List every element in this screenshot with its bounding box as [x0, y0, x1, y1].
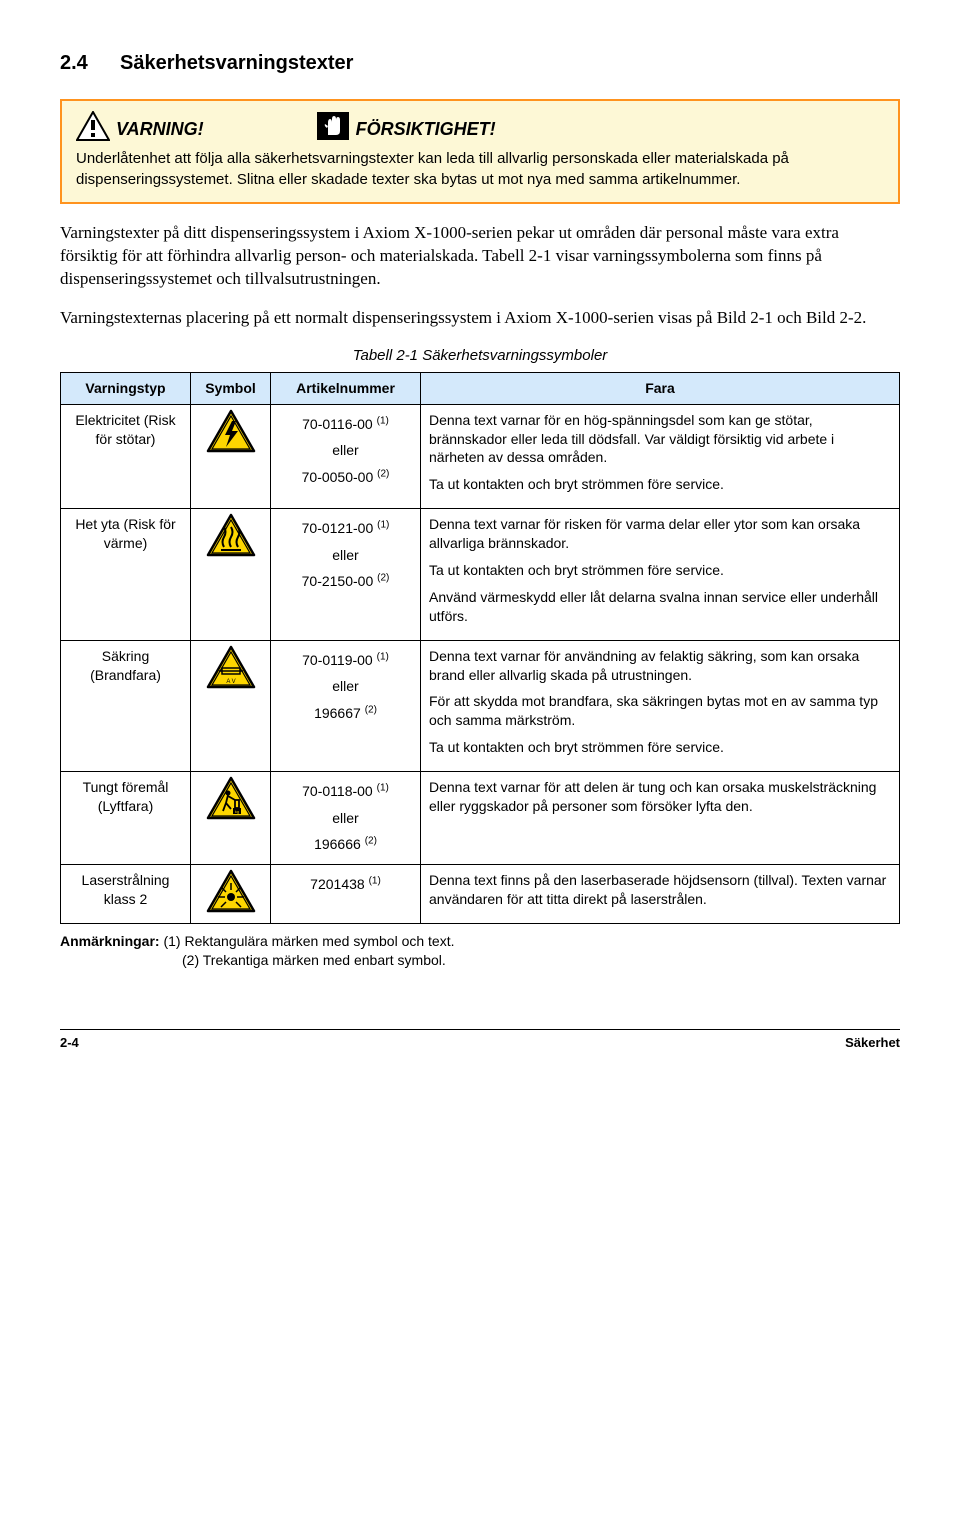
cell-article: 70-0118-00 (1)eller196666 (2)	[271, 772, 421, 865]
section-heading: 2.4Säkerhetsvarningstexter	[60, 50, 900, 77]
footer-right: Säkerhet	[845, 1034, 900, 1052]
laser-icon	[206, 900, 256, 916]
bolt-icon	[206, 440, 256, 456]
th-fara: Fara	[421, 372, 900, 404]
svg-text:kg: kg	[234, 809, 238, 814]
caution-label: FÖRSIKTIGHET!	[356, 117, 496, 141]
safety-symbol-table: Varningstyp Symbol Artikelnummer Fara El…	[60, 372, 900, 924]
paragraph-2: Varningstexternas placering på ett norma…	[60, 307, 900, 330]
table-caption: Tabell 2-1 Säkerhetsvarningssymboler	[60, 346, 900, 366]
cell-fara: Denna text varnar för att delen är tung …	[421, 772, 900, 865]
alert-headers: VARNING! FÖRSIKTIGHET!	[76, 111, 884, 147]
table-row: Säkring (Brandfara) A V 70-0119-00 (1)elle…	[61, 640, 900, 771]
cell-symbol	[191, 509, 271, 640]
alert-box: VARNING! FÖRSIKTIGHET! Underlåtenhet att…	[60, 99, 900, 204]
cell-article: 7201438 (1)	[271, 864, 421, 923]
table-row: Het yta (Risk för värme) 70-0121-00 (1)el…	[61, 509, 900, 640]
fuse-icon: A V	[206, 676, 256, 692]
cell-fara: Denna text varnar för användning av fela…	[421, 640, 900, 771]
cell-fara: Denna text varnar för risken för varma d…	[421, 509, 900, 640]
th-type: Varningstyp	[61, 372, 191, 404]
svg-text:A V: A V	[226, 679, 235, 685]
cell-symbol: A V	[191, 640, 271, 771]
cell-type: Tungt föremål (Lyftfara)	[61, 772, 191, 865]
cell-article: 70-0121-00 (1)eller70-2150-00 (2)	[271, 509, 421, 640]
table-notes: Anmärkningar: (1) Rektangulära märken me…	[60, 932, 900, 970]
th-article: Artikelnummer	[271, 372, 421, 404]
warning-label: VARNING!	[116, 117, 204, 141]
cell-type: Elektricitet (Risk för stötar)	[61, 404, 191, 509]
cell-type: Het yta (Risk för värme)	[61, 509, 191, 640]
page-footer: 2-4 Säkerhet	[60, 1029, 900, 1052]
cell-symbol: kg	[191, 772, 271, 865]
table-row: Elektricitet (Risk för stötar) 70-0116-00…	[61, 404, 900, 509]
cell-type: Laserstrålning klass 2	[61, 864, 191, 923]
cell-article: 70-0119-00 (1)eller196667 (2)	[271, 640, 421, 771]
footer-left: 2-4	[60, 1034, 79, 1052]
cell-fara: Denna text finns på den laserbaserade hö…	[421, 864, 900, 923]
heat-icon	[206, 544, 256, 560]
notes-lead: Anmärkningar:	[60, 933, 160, 949]
lift-icon: kg	[206, 807, 256, 823]
note-1: (1) Rektangulära märken med symbol och t…	[163, 933, 454, 949]
cell-article: 70-0116-00 (1)eller70-0050-00 (2)	[271, 404, 421, 509]
cell-symbol	[191, 864, 271, 923]
caution-hand-icon	[316, 111, 350, 147]
section-number: 2.4	[60, 50, 120, 77]
note-2: (2) Trekantiga märken med enbart symbol.	[182, 952, 446, 968]
cell-fara: Denna text varnar för en hög-spänningsde…	[421, 404, 900, 509]
warning-triangle-icon	[76, 111, 110, 147]
cell-type: Säkring (Brandfara)	[61, 640, 191, 771]
cell-symbol	[191, 404, 271, 509]
th-symbol: Symbol	[191, 372, 271, 404]
table-row: Laserstrålning klass 2 7201438 (1)Denna t…	[61, 864, 900, 923]
table-row: Tungt föremål (Lyftfara) kg 70-0118-00 (1)…	[61, 772, 900, 865]
section-title: Säkerhetsvarningstexter	[120, 52, 353, 74]
paragraph-1: Varningstexter på ditt dispenseringssyst…	[60, 222, 900, 291]
alert-body: Underlåtenhet att följa alla säkerhetsva…	[76, 149, 884, 190]
